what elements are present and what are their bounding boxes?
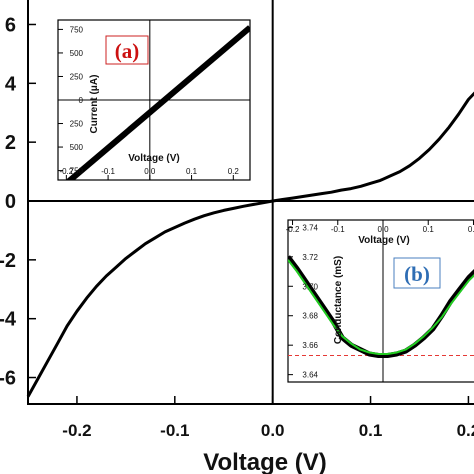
main-y-tick-label: -6	[0, 368, 16, 390]
inset-b-y-tick-label: 3.74	[302, 223, 318, 232]
inset-b-y-tick-label: 3.64	[302, 371, 318, 380]
inset-b-x-tick-label: 0.2	[468, 225, 474, 234]
inset-b: -0.2 -0.1 0.0 0.1 0.2 3.74 3.72 3.70 3.68 3.66 3.6…	[286, 219, 474, 383]
main-y-tick-label: 0	[5, 191, 16, 213]
inset-b-y-tick-label: 3.70	[302, 282, 318, 291]
inset-b-series-line-0	[288, 255, 474, 358]
inset-a-series	[65, 25, 250, 180]
main-series	[26, 91, 474, 398]
main-x-tick-label: 0.2	[457, 421, 474, 440]
main-x-tick-label: -0.2	[62, 421, 91, 440]
inset-b-y-tick-label: 3.68	[302, 312, 318, 321]
inset-b-x-tick-label: 0.0	[377, 225, 389, 234]
main-y-tick-label: -4	[0, 309, 17, 331]
inset-a-x-axis-label: Voltage (V)	[128, 153, 179, 164]
inset-a-y-tick-label: 500	[70, 143, 84, 152]
main-series-line-0	[26, 91, 474, 398]
main-x-axis-label: Voltage (V)	[203, 449, 327, 474]
main-x-tick-label: 0.1	[359, 421, 383, 440]
inset-a-x-tick-label: 0.2	[228, 167, 240, 176]
inset-b-x-tick-label: 0.1	[423, 225, 435, 234]
inset-a-y-tick-label: 500	[70, 49, 84, 58]
inset-b-ticks: -0.2 -0.1 0.0 0.1 0.2 3.74 3.72 3.70 3.68 3.66 3.6…	[286, 220, 474, 380]
main-ticks: -0.2 -0.1 0.0 0.1 0.2 -6 -4 -2 0 2 4 6	[0, 14, 474, 440]
inset-b-y-tick-label: 3.72	[302, 253, 318, 262]
inset-b-panel-label: (b)	[404, 262, 430, 286]
inset-a-x-tick-label: 0.0	[144, 167, 156, 176]
inset-a-y-tick-label: 0	[79, 96, 84, 105]
main-y-tick-label: 4	[5, 73, 17, 95]
inset-a-x-tick-label: -0.1	[101, 167, 115, 176]
inset-b-x-tick-label: -0.2	[286, 225, 300, 234]
inset-a-panel-label: (a)	[115, 39, 140, 63]
inset-b-series-line-1	[288, 259, 474, 355]
inset-a-x-tick-label: 0.1	[186, 167, 198, 176]
inset-a-ticks: -0.2 -0.1 0.0 0.1 0.2 750 500 250 0 250 500 750	[58, 25, 239, 180]
inset-a-y-tick-label: 750	[70, 25, 84, 34]
inset-b-x-axis-label: Voltage (V)	[358, 235, 409, 246]
inset-b-panel-label-box	[393, 257, 441, 289]
inset-b-x-tick-label: -0.1	[331, 225, 345, 234]
main-y-tick-label: 6	[5, 14, 16, 36]
inset-a-y-axis-label: Current (μA)	[89, 75, 100, 134]
inset-b-y-axis-label: Conductance (mS)	[333, 256, 344, 344]
inset-a-series-line-0	[65, 25, 250, 180]
main-y-tick-label: -2	[0, 250, 16, 272]
inset-a-panel-label-box	[105, 35, 149, 65]
main-y-tick-label: 2	[5, 132, 16, 154]
main-x-tick-label: -0.1	[160, 421, 189, 440]
inset-a-axes	[58, 20, 250, 180]
main-x-tick-label: 0.0	[261, 421, 285, 440]
inset-b-y-tick-label: 3.66	[302, 341, 318, 350]
inset-a-y-tick-label: 750	[70, 167, 84, 176]
inset-a-y-tick-label: 250	[70, 120, 84, 129]
inset-a-x-tick-label: -0.2	[59, 167, 73, 176]
inset-a-y-tick-label: 250	[70, 72, 84, 81]
inset-b-series	[288, 255, 474, 358]
inset-a: -0.2 -0.1 0.0 0.1 0.2 750 500 250 0 250 500 750 (a)…	[57, 19, 251, 181]
